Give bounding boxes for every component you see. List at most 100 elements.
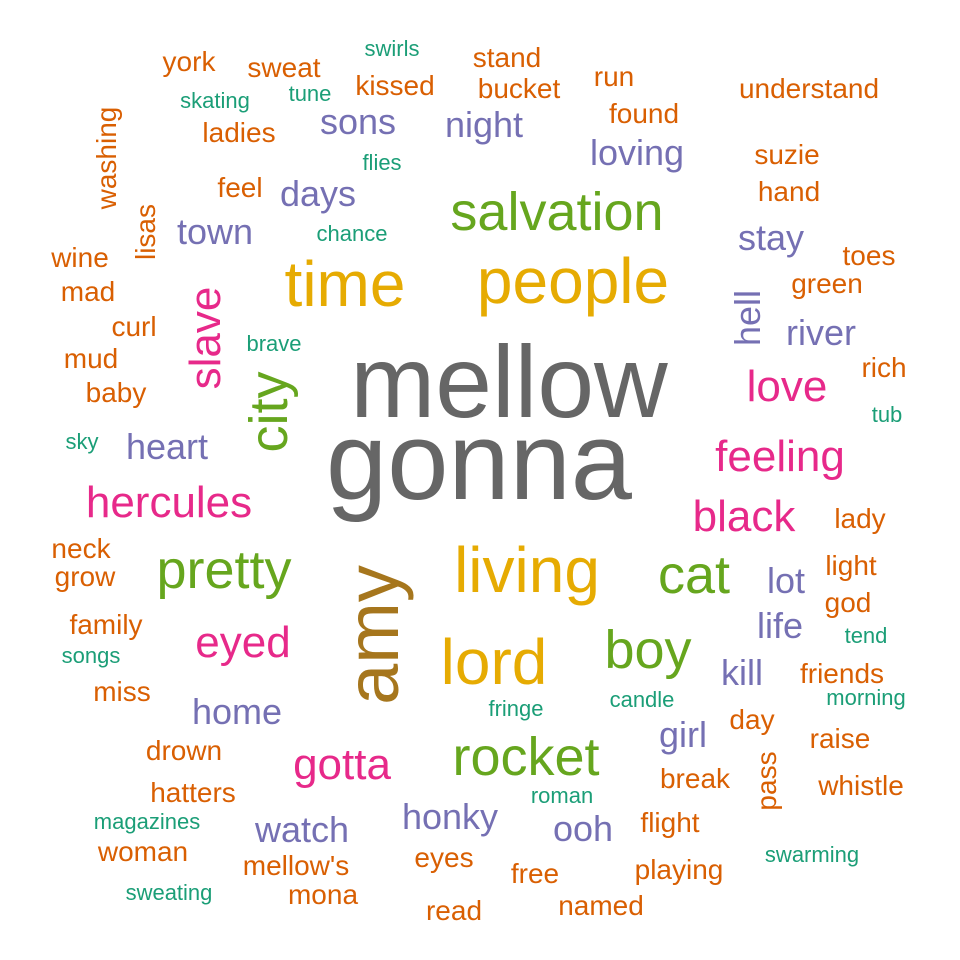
word-heart: heart	[125, 426, 209, 467]
word-drown: drown	[145, 735, 223, 766]
word-hatters: hatters	[150, 777, 236, 808]
word-ladies: ladies	[202, 117, 276, 148]
word-life: life	[756, 605, 804, 646]
word-salvation: salvation	[450, 182, 664, 242]
word-friends: friends	[799, 658, 885, 689]
word-bucket: bucket	[477, 73, 561, 104]
word-swarming: swarming	[764, 842, 860, 867]
word-feeling: feeling	[715, 432, 845, 481]
word-lady: lady	[834, 503, 886, 534]
word-tub: tub	[871, 402, 903, 427]
word-suzie: suzie	[754, 139, 820, 170]
word-gonna: gonna	[326, 400, 632, 523]
word-honky: honky	[401, 796, 499, 837]
word-understand: understand	[738, 73, 880, 104]
word-flight: flight	[640, 807, 700, 838]
word-cat: cat	[657, 545, 731, 605]
word-rich: rich	[861, 352, 907, 383]
word-morning: morning	[826, 685, 906, 710]
word-people: people	[476, 245, 670, 317]
word-tend: tend	[844, 623, 888, 648]
word-skating: skating	[180, 88, 250, 113]
word-songs: songs	[61, 643, 121, 668]
word-lisas: lisas	[130, 203, 161, 261]
word-river: river	[786, 312, 856, 353]
word-home: home	[191, 691, 283, 732]
word-light: light	[825, 550, 877, 581]
word-city: city	[239, 371, 299, 453]
word-roman: roman	[530, 783, 594, 808]
word-feel: feel	[217, 172, 263, 203]
word-sweat: sweat	[247, 52, 321, 83]
word-mad: mad	[60, 276, 116, 307]
word-york: york	[162, 46, 216, 77]
word-found: found	[608, 98, 680, 129]
word-eyes: eyes	[414, 842, 474, 873]
word-whistle: whistle	[818, 770, 904, 801]
word-raise: raise	[809, 723, 871, 754]
word-hand: hand	[757, 176, 821, 207]
word-night: night	[444, 104, 524, 145]
word-rocket: rocket	[452, 727, 600, 787]
word-kissed: kissed	[355, 70, 435, 101]
word-fringe: fringe	[488, 696, 544, 721]
word-read: read	[425, 895, 483, 926]
word-chance: chance	[316, 221, 388, 246]
word-watch: watch	[254, 809, 350, 850]
word-magazines: magazines	[93, 809, 201, 834]
word-free: free	[510, 858, 560, 889]
word-lord: lord	[440, 626, 548, 698]
word-hell: hell	[727, 289, 768, 347]
word-brave: brave	[246, 331, 302, 356]
word-kill: kill	[721, 652, 763, 693]
word-pretty: pretty	[156, 540, 292, 600]
word-woman: woman	[97, 836, 189, 867]
word-run: run	[593, 61, 635, 92]
word-flies: flies	[362, 150, 402, 175]
word-family: family	[69, 609, 143, 640]
word-mona: mona	[287, 879, 359, 910]
word-days: days	[279, 173, 357, 214]
word-mellow: mellow	[350, 325, 668, 439]
word-toes: toes	[842, 240, 896, 271]
word-hercules: hercules	[85, 478, 253, 527]
word-gotta: gotta	[293, 740, 391, 789]
word-stand: stand	[472, 42, 542, 73]
word-ooh: ooh	[552, 808, 614, 849]
word-slave: slave	[181, 286, 230, 390]
word-grow: grow	[54, 561, 116, 592]
word-sweating: sweating	[125, 880, 213, 905]
word-sons: sons	[319, 101, 397, 142]
word-mellow-s: mellow's	[242, 850, 350, 881]
word-living: living	[454, 534, 600, 606]
word-love: love	[746, 362, 828, 411]
word-stay: stay	[737, 217, 805, 258]
word-green: green	[791, 268, 863, 299]
word-swirls: swirls	[364, 36, 420, 61]
word-playing: playing	[634, 854, 724, 885]
word-god: god	[824, 587, 872, 618]
word-pass: pass	[751, 751, 782, 811]
word-amy: amy	[331, 565, 414, 705]
word-miss: miss	[93, 676, 151, 707]
word-sky: sky	[65, 429, 99, 454]
word-wine: wine	[51, 242, 109, 273]
word-black: black	[692, 492, 796, 541]
word-tune: tune	[288, 81, 332, 106]
word-curl: curl	[111, 311, 157, 342]
word-candle: candle	[609, 687, 675, 712]
word-named: named	[558, 890, 644, 921]
word-boy: boy	[604, 620, 692, 680]
word-girl: girl	[658, 714, 708, 755]
word-washing: washing	[91, 106, 122, 210]
word-break: break	[659, 763, 731, 794]
word-mud: mud	[63, 343, 119, 374]
word-time: time	[284, 248, 406, 320]
word-lot: lot	[766, 560, 806, 601]
word-day: day	[729, 704, 775, 735]
word-loving: loving	[589, 132, 685, 173]
word-neck: neck	[51, 533, 111, 564]
word-eyed: eyed	[195, 618, 291, 667]
word-baby: baby	[85, 377, 147, 408]
